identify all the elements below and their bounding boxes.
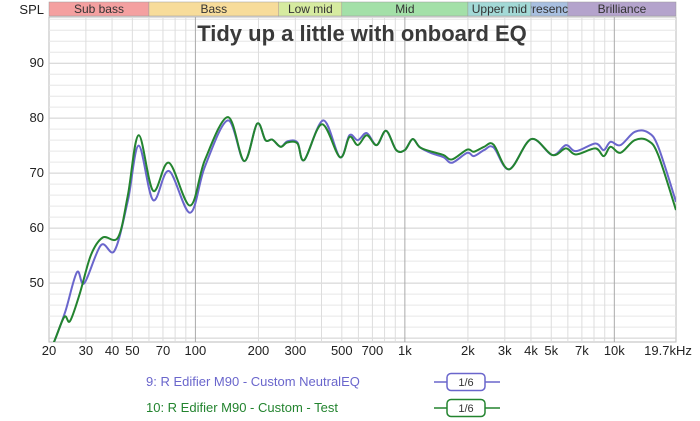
band-label: Bass [201, 2, 228, 16]
x-tick-label: 4k [524, 343, 538, 358]
y-tick-label: 50 [30, 275, 44, 290]
axis-ticks: 50 60 70 80 90 20 30 40 50 70 100 200 300 500 700 1k 2k 3… [30, 55, 692, 358]
x-tick-label: 2k [461, 343, 475, 358]
x-tick-label: 70 [156, 343, 170, 358]
band-label: Presence [524, 2, 575, 16]
y-tick-label: 70 [30, 165, 44, 180]
legend-entry-series-9[interactable]: 9: R Edifier M90 - Custom NeutralEQ [146, 374, 360, 389]
x-tick-label: 700 [362, 343, 384, 358]
grid [48, 16, 677, 343]
smoothing-label: 1/6 [458, 403, 473, 415]
smoothing-label: 1/6 [458, 377, 473, 389]
band-label: Mid [395, 2, 414, 16]
x-tick-label: 300 [284, 343, 306, 358]
series-lines [52, 116, 676, 342]
x-tick-label: 7k [575, 343, 589, 358]
y-tick-label: 90 [30, 55, 44, 70]
x-tick-label: 50 [125, 343, 139, 358]
band-6 [567, 1, 677, 17]
band-label: Brilliance [598, 2, 647, 16]
series-line-10 [52, 116, 676, 342]
x-tick-label: 10k [604, 343, 625, 358]
y-tick-label: 80 [30, 110, 44, 125]
x-tick-label: 5k [544, 343, 558, 358]
x-tick-label: 40 [105, 343, 119, 358]
x-tick-label: 100 [185, 343, 207, 358]
plot-area [48, 16, 677, 343]
x-tick-label: 1k [398, 343, 412, 358]
band-label: Upper mid [472, 2, 527, 16]
x-tick-label: 3k [498, 343, 512, 358]
y-axis-label: SPL [19, 2, 44, 17]
x-tick-label: 19.7kHz [644, 343, 692, 358]
band-label: Sub bass [74, 2, 124, 16]
legend-entry-series-10[interactable]: 10: R Edifier M90 - Custom - Test [146, 400, 338, 415]
smoothing-badge-series-10[interactable]: 1/6 [434, 398, 500, 418]
smoothing-badge-series-9[interactable]: 1/6 [434, 372, 500, 392]
series-line-9 [53, 119, 676, 342]
chart-title: Tidy up a little with onboard EQ [197, 21, 527, 46]
x-tick-label: 200 [248, 343, 270, 358]
x-tick-label: 500 [331, 343, 353, 358]
x-tick-label: 30 [79, 343, 93, 358]
y-tick-label: 60 [30, 220, 44, 235]
x-tick-label: 20 [42, 343, 56, 358]
band-label: Low mid [288, 2, 333, 16]
